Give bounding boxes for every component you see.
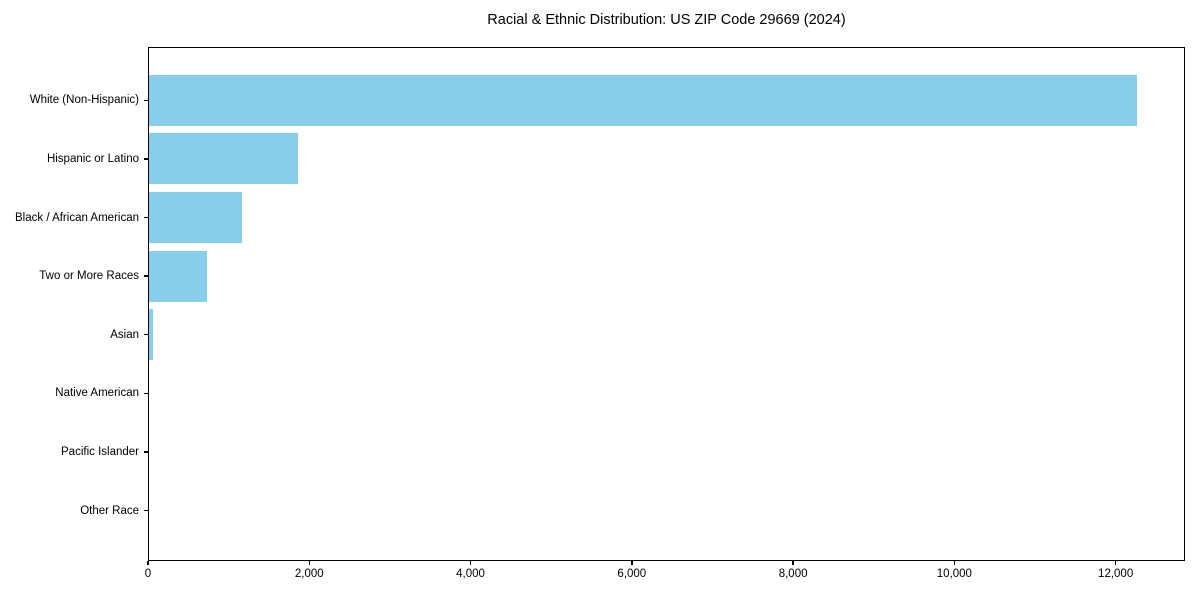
y-tick-label: White (Non-Hispanic) <box>29 94 139 107</box>
x-tick-mark <box>631 561 633 565</box>
x-tick-label: 0 <box>144 568 152 580</box>
plot-area <box>148 47 1185 561</box>
y-tick-label: Hispanic or Latino <box>46 152 139 165</box>
y-tick-mark <box>144 158 148 160</box>
y-tick-mark <box>144 451 148 453</box>
bar <box>148 309 153 361</box>
x-tick-label: 10,000 <box>936 568 972 580</box>
x-tick-label: 2,000 <box>294 568 324 580</box>
y-tick-label: Other Race <box>80 504 139 517</box>
x-tick-label: 12,000 <box>1098 568 1134 580</box>
x-tick-mark <box>147 561 149 565</box>
x-tick-mark <box>1114 561 1117 565</box>
x-tick-mark <box>953 561 956 565</box>
x-tick-label: 4,000 <box>456 568 485 580</box>
x-tick-mark <box>792 561 794 565</box>
bar <box>148 250 207 302</box>
y-tick-label: Asian <box>110 328 139 341</box>
y-tick-label: Two or More Races <box>39 270 139 283</box>
y-tick-label: Native American <box>55 387 139 400</box>
y-tick-mark <box>144 99 148 101</box>
y-tick-mark <box>144 509 148 512</box>
bar <box>148 192 242 243</box>
bar <box>148 74 1138 126</box>
x-tick-mark <box>469 561 472 565</box>
y-tick-mark <box>144 216 148 219</box>
y-tick-label: Pacific Islander <box>61 445 139 458</box>
y-tick-label: Black / African American <box>15 211 139 224</box>
x-tick-label: 6,000 <box>617 568 647 580</box>
chart-title: Racial & Ethnic Distribution: US ZIP Cod… <box>487 12 846 28</box>
y-tick-mark <box>144 392 148 394</box>
y-tick-mark <box>144 334 148 336</box>
bar <box>148 133 298 185</box>
y-tick-mark <box>144 275 148 277</box>
x-tick-label: 8,000 <box>778 568 808 580</box>
x-tick-mark <box>308 561 310 565</box>
bar <box>148 367 149 419</box>
